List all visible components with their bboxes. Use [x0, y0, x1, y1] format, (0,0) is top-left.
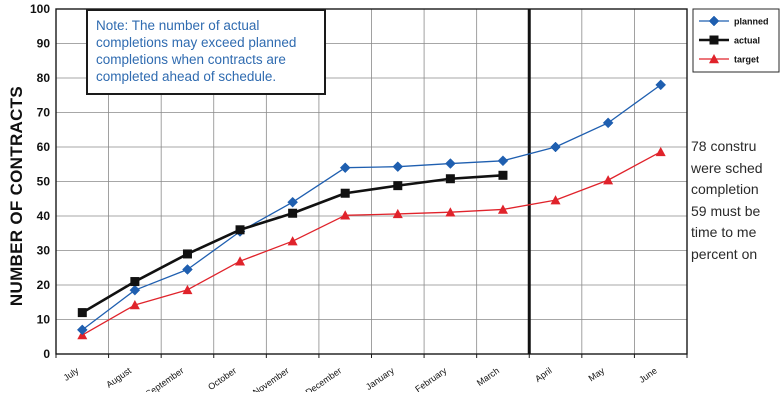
data-point-target — [655, 146, 666, 157]
side-note-line-3: completion — [691, 181, 759, 197]
x-tick-label: December — [304, 365, 344, 392]
side-note-line-2: were sched — [691, 159, 763, 176]
data-point-target — [129, 300, 140, 310]
side-note-text: 78 constru were sched completion 59 must… — [691, 136, 781, 265]
side-note-line-6: percent on — [691, 245, 758, 262]
annotation-note-line-4: completed ahead of schedule. — [96, 69, 277, 84]
y-tick-label: 30 — [37, 244, 51, 258]
y-tick-label: 20 — [37, 278, 51, 292]
data-point-actual — [498, 170, 508, 180]
data-point-target — [392, 208, 403, 219]
y-tick-label: 10 — [37, 313, 51, 327]
annotation-note-line-2: completions may exceed planned — [96, 35, 297, 50]
data-point-planned — [129, 284, 141, 296]
data-point-actual — [288, 208, 298, 218]
data-point-actual — [340, 188, 350, 198]
x-tick-label: January — [364, 365, 396, 392]
data-point-planned — [287, 196, 298, 208]
data-point-actual — [235, 225, 245, 235]
legend-label-target: target — [734, 55, 759, 65]
data-point-target — [235, 256, 246, 266]
data-point-target — [340, 210, 351, 220]
data-point-target — [182, 284, 193, 295]
data-point-planned — [655, 79, 667, 91]
data-point-actual — [77, 308, 87, 318]
side-note-line-1: 78 constru — [691, 138, 757, 154]
x-tick-label: April — [533, 365, 553, 384]
data-point-target — [287, 236, 298, 246]
data-point-planned — [497, 155, 509, 167]
x-tick-label: October — [206, 365, 238, 392]
legend-marker-planned — [708, 15, 720, 27]
x-tick-label: November — [251, 365, 291, 392]
side-note-line-5: time to me — [691, 224, 757, 240]
data-point-planned — [392, 161, 404, 173]
legend-label-actual: actual — [734, 36, 760, 46]
y-tick-label: 60 — [37, 140, 51, 154]
data-point-planned — [550, 141, 561, 153]
data-point-actual — [182, 249, 192, 259]
x-tick-label: June — [637, 365, 659, 384]
side-note-line-4: 59 must be — [691, 202, 761, 219]
data-point-target — [497, 204, 508, 214]
series-line-target — [81, 151, 662, 336]
x-tick-label: March — [475, 365, 501, 388]
annotation-note-line-3: completions when contracts are — [96, 52, 286, 67]
y-tick-label: 70 — [37, 106, 51, 120]
data-point-actual — [445, 174, 455, 184]
data-point-target — [550, 195, 561, 205]
data-point-target — [445, 207, 456, 217]
data-point-planned — [76, 324, 88, 336]
data-point-planned — [339, 162, 351, 174]
data-point-planned — [602, 117, 614, 129]
legend-marker-actual — [709, 35, 719, 45]
data-point-actual — [130, 277, 140, 287]
y-tick-label: 40 — [37, 209, 51, 223]
data-point-actual — [393, 181, 403, 191]
x-tick-label: February — [413, 365, 449, 392]
y-tick-label: 50 — [37, 175, 51, 189]
y-tick-label: 100 — [30, 2, 50, 16]
legend-label-planned: planned — [734, 17, 769, 27]
y-tick-label: 90 — [37, 37, 51, 51]
legend-box — [692, 8, 780, 73]
annotation-note-line-1: Note: The number of actual — [96, 18, 260, 33]
x-tick-label: July — [62, 365, 81, 383]
x-tick-label: May — [587, 365, 607, 383]
y-tick-label: 80 — [37, 71, 51, 85]
data-point-target — [603, 175, 614, 185]
x-tick-label: August — [104, 365, 133, 390]
legend-marker-target — [709, 54, 719, 64]
data-point-planned — [182, 264, 193, 275]
series-line-planned — [81, 84, 662, 331]
x-tick-label: September — [144, 365, 186, 392]
data-point-planned — [445, 158, 456, 169]
y-tick-label: 0 — [43, 347, 50, 361]
annotation-note-box: Note: The number of actual completions m… — [86, 9, 326, 95]
